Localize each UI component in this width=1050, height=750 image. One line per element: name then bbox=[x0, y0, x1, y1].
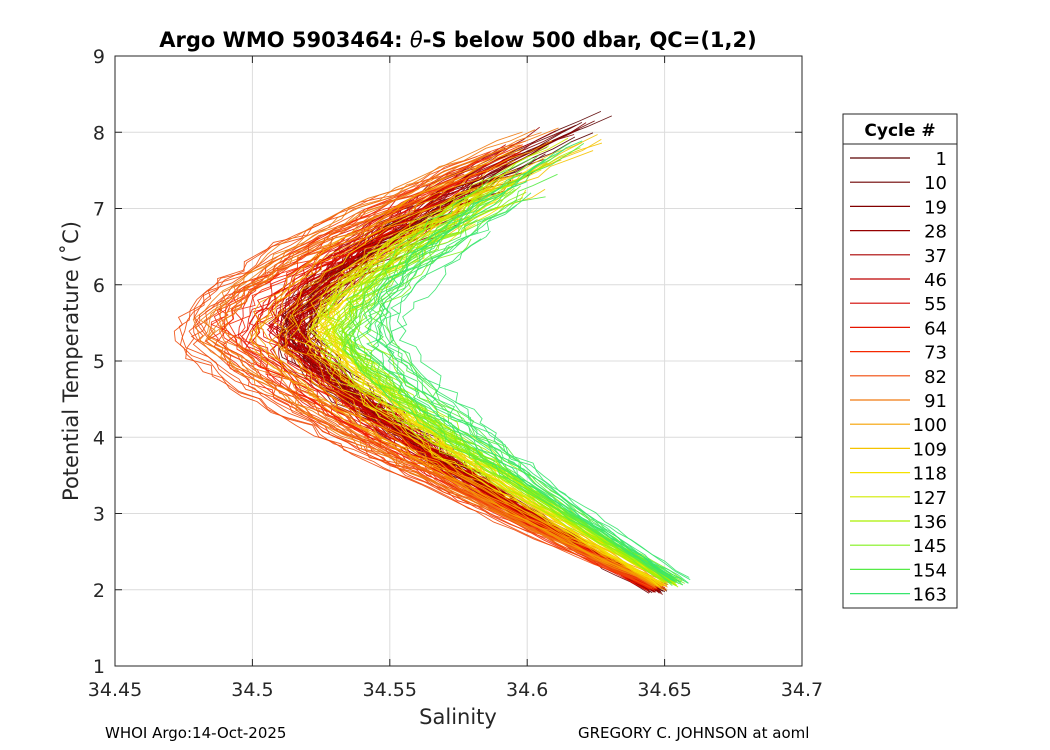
y-tick-label: 8 bbox=[93, 122, 105, 144]
footer-left: WHOI Argo:14-Oct-2025 bbox=[105, 724, 287, 742]
legend-label-37: 37 bbox=[924, 246, 947, 267]
series-line-cycle-136 bbox=[333, 224, 673, 584]
legend-label-145: 145 bbox=[913, 536, 947, 557]
legend-label-1: 1 bbox=[936, 149, 947, 170]
series-line-cycle-163 bbox=[384, 230, 691, 581]
legend-items: 1 10 19 28 37 46 55 64 73 82 91 100 109 118 127 136 145 1… bbox=[850, 149, 947, 606]
legend-label-163: 163 bbox=[913, 585, 947, 606]
x-tick-label: 34.45 bbox=[88, 679, 142, 701]
y-tick-label: 4 bbox=[93, 427, 105, 449]
series-line-cycle-82 bbox=[173, 202, 667, 586]
series-line-cycle-91 bbox=[203, 199, 665, 591]
series-line-cycle-145 bbox=[341, 194, 677, 584]
series-line-cycle-154 bbox=[345, 192, 676, 582]
series-line-cycle-91 bbox=[199, 131, 657, 589]
legend-title: Cycle # bbox=[864, 121, 935, 141]
x-tick-label: 34.55 bbox=[363, 679, 417, 701]
x-tick-label: 34.5 bbox=[231, 679, 273, 701]
chart-title: Argo WMO 5903464: θ-S below 500 dbar, QC… bbox=[159, 28, 756, 52]
legend-box bbox=[842, 113, 958, 609]
y-tick-label: 1 bbox=[93, 656, 105, 678]
series-line-cycle-91 bbox=[199, 144, 668, 590]
x-tick-label: 34.65 bbox=[637, 679, 691, 701]
y-tick-label: 3 bbox=[93, 504, 105, 526]
series-curves bbox=[173, 110, 691, 595]
series-line-cycle-163 bbox=[390, 204, 673, 581]
axis-ticks: 34.45 34.5 34.55 34.6 34.65 34.7 1 2 3 4 5 6 7 8 9 bbox=[88, 46, 823, 701]
legend-label-73: 73 bbox=[924, 343, 947, 364]
legend-label-91: 91 bbox=[924, 391, 947, 412]
x-tick-label: 34.7 bbox=[781, 679, 823, 701]
series-line-cycle-91 bbox=[223, 213, 667, 592]
series-line-cycle-145 bbox=[343, 191, 671, 583]
y-tick-label: 6 bbox=[93, 275, 105, 297]
legend: Cycle # 1 10 19 28 37 46 55 64 73 82 91 100 109 118 12… bbox=[842, 113, 958, 609]
series-line-cycle-163 bbox=[352, 149, 689, 584]
series-line-cycle-145 bbox=[341, 197, 675, 582]
series-line-cycle-91 bbox=[207, 178, 666, 591]
series-line-cycle-100 bbox=[248, 145, 658, 586]
legend-label-109: 109 bbox=[913, 439, 947, 460]
legend-label-136: 136 bbox=[913, 512, 947, 533]
footer-right: GREGORY C. JOHNSON at aoml bbox=[578, 724, 810, 742]
legend-label-127: 127 bbox=[913, 488, 947, 509]
x-axis-label: Salinity bbox=[419, 705, 497, 729]
series-line-cycle-91 bbox=[192, 129, 657, 588]
title-prefix: Argo WMO 5903464: bbox=[159, 28, 410, 52]
legend-label-28: 28 bbox=[924, 222, 947, 243]
series-line-cycle-154 bbox=[379, 143, 672, 583]
series-line-cycle-73 bbox=[204, 195, 656, 589]
title-suffix: -S below 500 dbar, QC=(1,2) bbox=[423, 28, 757, 52]
series-line-cycle-127 bbox=[309, 193, 674, 583]
y-tick-label: 7 bbox=[93, 199, 105, 221]
series-line-cycle-163 bbox=[377, 142, 684, 586]
legend-label-55: 55 bbox=[924, 294, 947, 315]
legend-label-118: 118 bbox=[913, 464, 947, 485]
series-line-cycle-163 bbox=[362, 140, 682, 583]
legend-label-154: 154 bbox=[913, 560, 947, 581]
legend-label-82: 82 bbox=[924, 367, 947, 388]
legend-label-100: 100 bbox=[913, 415, 947, 436]
series-line-cycle-100 bbox=[279, 170, 666, 584]
legend-label-46: 46 bbox=[924, 270, 947, 291]
legend-label-64: 64 bbox=[924, 318, 947, 339]
series-line-cycle-73 bbox=[223, 166, 668, 586]
legend-label-10: 10 bbox=[924, 173, 947, 194]
series-line-cycle-91 bbox=[219, 132, 664, 587]
y-axis-label: Potential Temperature (˚C) bbox=[59, 221, 83, 501]
x-tick-label: 34.6 bbox=[506, 679, 548, 701]
y-tick-label: 2 bbox=[93, 580, 105, 602]
series-line-cycle-136 bbox=[350, 147, 677, 587]
title-theta: θ bbox=[410, 28, 423, 52]
y-tick-label: 9 bbox=[93, 46, 105, 68]
y-tick-label: 5 bbox=[93, 351, 105, 373]
legend-label-19: 19 bbox=[924, 197, 947, 218]
series-line-cycle-163 bbox=[369, 238, 689, 584]
series-line-cycle-154 bbox=[342, 154, 682, 580]
